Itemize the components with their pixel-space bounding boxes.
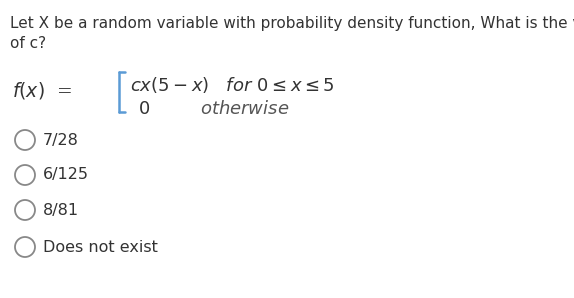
Text: Let X be a random variable with probability density function, What is the value: Let X be a random variable with probabil… <box>10 16 574 31</box>
Text: 7/28: 7/28 <box>43 133 79 148</box>
Text: 8/81: 8/81 <box>43 203 79 218</box>
Text: $0$: $0$ <box>138 100 150 118</box>
Text: of c?: of c? <box>10 36 46 51</box>
Text: $f(x)$  =: $f(x)$ = <box>12 80 72 101</box>
Text: $\mathit{otherwise}$: $\mathit{otherwise}$ <box>200 100 289 118</box>
Text: 6/125: 6/125 <box>43 167 89 182</box>
Text: $cx(5-x)$   $\mathit{for}\ 0 \leq x \leq 5$: $cx(5-x)$ $\mathit{for}\ 0 \leq x \leq 5… <box>130 75 335 95</box>
Text: Does not exist: Does not exist <box>43 240 158 254</box>
